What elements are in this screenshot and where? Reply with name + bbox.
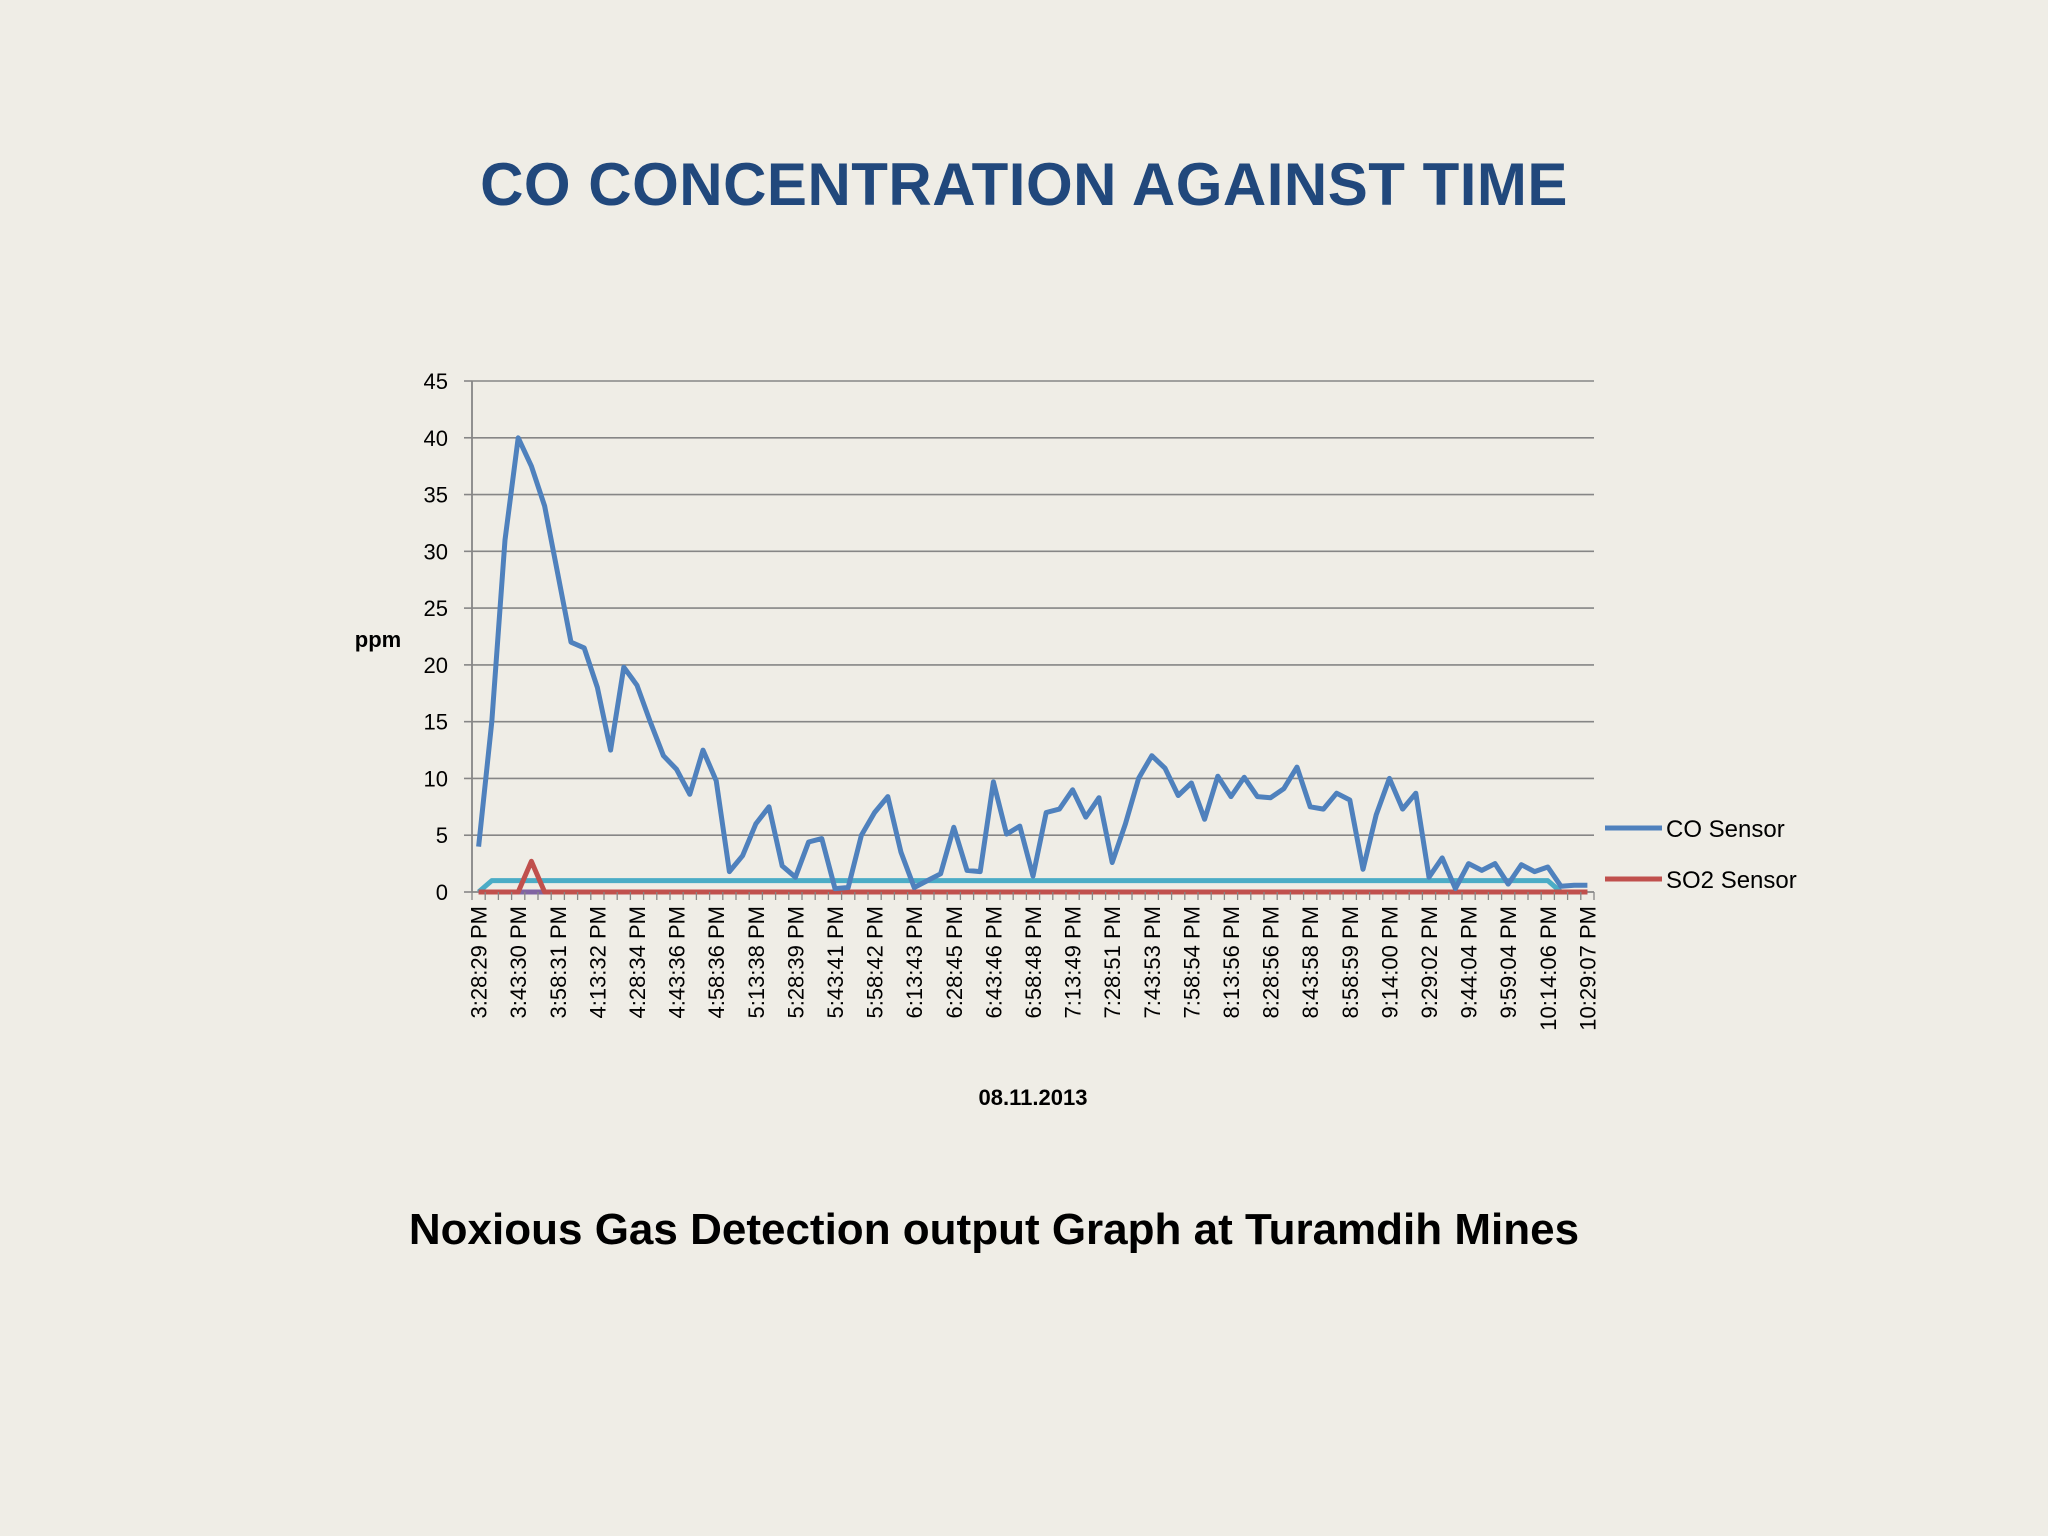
y-tick-label: 0 [436, 880, 448, 905]
x-tick-label: 9:59:04 PM [1496, 906, 1521, 1019]
x-tick-label: 8:13:56 PM [1219, 906, 1244, 1019]
x-tick-label: 6:13:43 PM [902, 906, 927, 1019]
y-axis-title: ppm [355, 627, 401, 652]
x-axis-title: 08.11.2013 [979, 1085, 1088, 1110]
x-tick-label: 5:43:41 PM [823, 906, 848, 1019]
y-tick-label: 25 [424, 596, 448, 621]
y-tick-label: 40 [424, 426, 448, 451]
series-4-line [476, 878, 1588, 895]
x-tick-label: 6:43:46 PM [981, 906, 1006, 1019]
x-tick-label: 7:28:51 PM [1100, 906, 1125, 1019]
x-tick-label: 5:58:42 PM [863, 906, 888, 1019]
x-tick-label: 4:43:36 PM [665, 906, 690, 1019]
slide-title: CO CONCENTRATION AGAINST TIME [480, 151, 1568, 218]
legend-label: SO2 Sensor [1666, 867, 1797, 894]
y-tick-label: 5 [436, 823, 448, 848]
x-tick-label: 3:28:29 PM [467, 906, 492, 1019]
x-tick-label: 4:28:34 PM [625, 906, 650, 1019]
y-tick-label: 15 [424, 710, 448, 735]
co-sensor-line [476, 435, 1588, 892]
x-tick-label: 10:29:07 PM [1575, 906, 1600, 1031]
y-tick-label: 35 [424, 483, 448, 508]
x-tick-label: 3:43:30 PM [506, 906, 531, 1019]
x-tick-label: 5:13:38 PM [744, 906, 769, 1019]
x-tick-labels: 3:28:29 PM 3:43:30 PM 3:58:31 PM 4:13:32 PM… [467, 892, 1600, 1031]
axes [471, 381, 1594, 893]
x-tick-label: 8:58:59 PM [1338, 906, 1363, 1019]
x-tick-label: 3:58:31 PM [546, 906, 571, 1019]
y-tick-labels: 0 5 10 15 20 25 30 35 40 45 [424, 369, 448, 905]
so2-sensor-line [478, 858, 1588, 895]
y-tick-label: 10 [424, 766, 448, 791]
x-tick-label: 5:28:39 PM [783, 906, 808, 1019]
x-tick-label: 8:28:56 PM [1259, 906, 1284, 1019]
x-tick-label: 10:14:06 PM [1536, 906, 1561, 1031]
x-tick-label: 9:29:02 PM [1417, 906, 1442, 1019]
x-tick-label: 4:13:32 PM [585, 906, 610, 1019]
x-tick-label: 6:28:45 PM [942, 906, 967, 1019]
x-tick-label: 7:58:54 PM [1179, 906, 1204, 1019]
series-lines [476, 435, 1588, 895]
x-tick-label: 9:14:00 PM [1377, 906, 1402, 1019]
x-tick-label: 7:43:53 PM [1140, 906, 1165, 1019]
y-tick-label: 30 [424, 539, 448, 564]
slide-caption: Noxious Gas Detection output Graph at Tu… [408, 1205, 1580, 1254]
y-tick-label: 45 [424, 369, 448, 394]
gridlines [464, 380, 1594, 893]
x-tick-label: 8:43:58 PM [1298, 906, 1323, 1019]
x-tick-label: 4:58:36 PM [704, 906, 729, 1019]
legend: CO Sensor SO2 Sensor [1605, 816, 1797, 894]
legend-label: CO Sensor [1666, 816, 1785, 843]
x-tick-label: 7:13:49 PM [1061, 906, 1086, 1019]
y-tick-label: 20 [424, 653, 448, 678]
x-tick-label: 9:44:04 PM [1457, 906, 1482, 1019]
x-tick-label: 6:58:48 PM [1021, 906, 1046, 1019]
